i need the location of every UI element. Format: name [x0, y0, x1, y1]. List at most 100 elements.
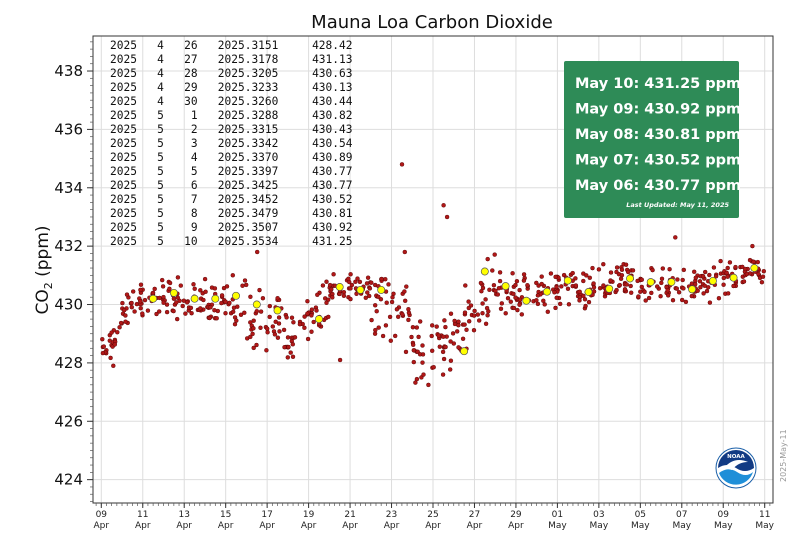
hourly-point [154, 311, 159, 317]
hourly-point [265, 326, 270, 331]
hourly-point [376, 325, 381, 330]
table-row: 2025 5 3 2025.3342 430.54 [110, 137, 353, 150]
hourly-point [440, 372, 446, 377]
hourly-point [399, 162, 405, 167]
hourly-point [171, 308, 176, 314]
hourly-point [693, 282, 698, 287]
hourly-point [369, 280, 374, 285]
hourly-point [456, 345, 461, 350]
hourly-point [431, 365, 436, 370]
x-tick-day: 11 [759, 510, 770, 520]
hourly-point [189, 311, 194, 316]
hourly-point [373, 327, 378, 333]
hourly-point [230, 273, 236, 278]
x-tick-day: 11 [137, 510, 148, 520]
summary-line: May 10: 431.25 ppm [575, 76, 741, 92]
x-tick-month: Apr [218, 521, 234, 531]
hourly-point [702, 283, 707, 288]
hourly-point [251, 326, 256, 331]
daily-mean-point [356, 285, 365, 294]
hourly-point [747, 257, 753, 263]
hourly-point [337, 357, 343, 363]
hourly-point [289, 315, 295, 320]
table-row: 2025 5 10 2025.3534 431.25 [110, 235, 352, 248]
hourly-point [499, 301, 504, 306]
hourly-point [626, 269, 631, 275]
hourly-point [138, 306, 143, 311]
daily-mean-point [605, 284, 614, 293]
daily-mean-point [522, 296, 531, 305]
y-tick-label: 438 [54, 62, 83, 80]
hourly-point [420, 343, 425, 348]
hourly-point [443, 324, 448, 330]
hourly-point [242, 310, 247, 315]
hourly-point [248, 334, 253, 340]
hourly-point [174, 316, 180, 322]
hourly-point [444, 214, 450, 220]
hourly-point [297, 322, 303, 327]
hourly-point [302, 314, 307, 319]
hourly-point [670, 298, 676, 303]
hourly-point [120, 300, 125, 306]
hourly-point [240, 283, 245, 288]
x-tick-month: May [714, 521, 733, 531]
hourly-point [302, 325, 307, 330]
hourly-point [276, 315, 282, 320]
hourly-point [583, 303, 588, 309]
hourly-point [650, 267, 655, 273]
hourly-point [721, 282, 726, 287]
x-tick-month: May [755, 521, 774, 531]
hourly-point [511, 291, 516, 297]
hourly-point [275, 296, 280, 301]
hourly-point [174, 300, 179, 305]
y-axis-label-main: CO [33, 289, 53, 314]
hourly-point [581, 293, 586, 299]
hourly-point [472, 308, 477, 314]
hourly-point [223, 299, 228, 304]
hourly-point [464, 327, 469, 332]
hourly-point [491, 283, 497, 288]
hourly-point [142, 297, 148, 303]
hourly-point [123, 313, 128, 318]
hourly-point [430, 348, 435, 353]
table-row: 2025 5 4 2025.3370 430.89 [110, 151, 352, 164]
hourly-point [436, 333, 441, 338]
daily-mean-point [335, 283, 344, 291]
hourly-point [718, 258, 723, 264]
hourly-point [290, 342, 295, 347]
hourly-point [324, 279, 329, 284]
hourly-point [396, 314, 401, 319]
hourly-point [497, 270, 503, 275]
x-tick-day: 03 [593, 510, 604, 520]
hourly-point [483, 297, 488, 302]
daily-mean-point [211, 294, 220, 303]
hourly-point [462, 322, 467, 327]
y-tick-label: 432 [54, 237, 83, 255]
summary-line: May 06: 430.77 ppm [575, 178, 741, 194]
hourly-point [517, 297, 523, 302]
hourly-point [161, 294, 166, 300]
daily-mean-point [460, 347, 469, 356]
table-row: 2025 4 26 2025.3151 428.42 [110, 39, 352, 52]
hourly-point [751, 259, 756, 264]
daily-mean-point [315, 315, 323, 324]
hourly-point [140, 311, 145, 316]
hourly-point [429, 333, 434, 339]
hourly-point [479, 289, 484, 294]
hourly-point [577, 298, 582, 303]
hourly-point [448, 358, 454, 363]
summary-line: May 08: 430.81 ppm [575, 127, 741, 143]
hourly-point [380, 333, 386, 339]
hourly-point [285, 335, 291, 340]
hourly-point [227, 300, 232, 306]
hourly-point [178, 283, 184, 288]
hourly-point [192, 286, 197, 291]
y-tick-label: 434 [54, 179, 83, 197]
hourly-point [480, 301, 485, 306]
hourly-point [258, 309, 264, 314]
daily-mean-point [252, 300, 261, 309]
hourly-point [164, 309, 170, 315]
hourly-point [409, 334, 414, 340]
hourly-point [683, 299, 689, 305]
hourly-point [277, 329, 282, 334]
